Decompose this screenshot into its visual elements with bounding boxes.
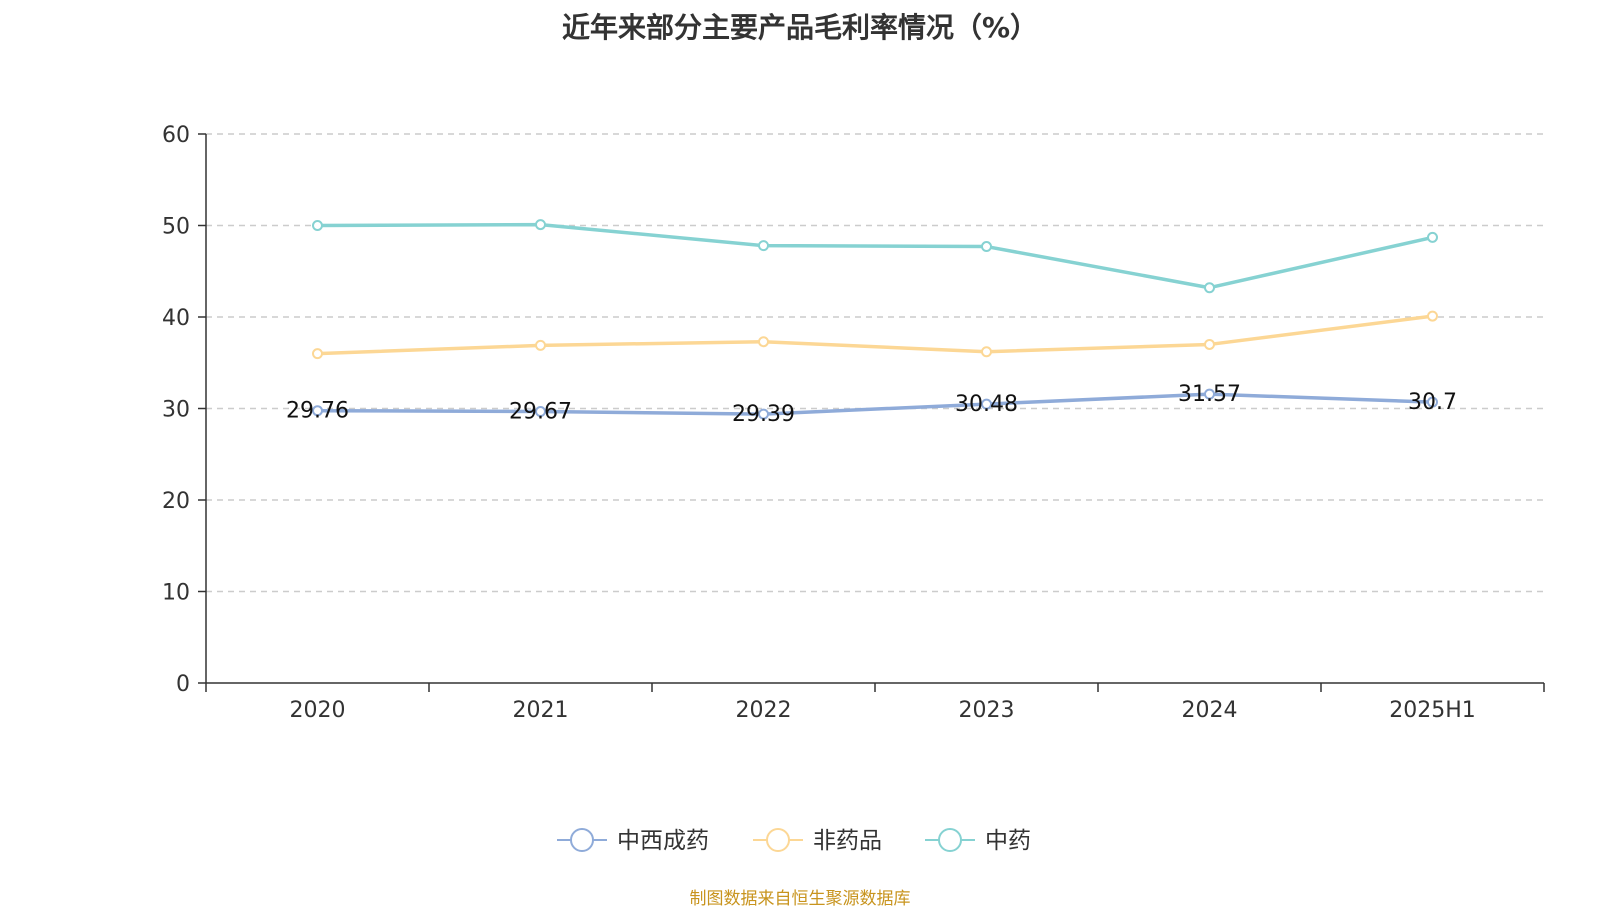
series-line (317, 314, 1433, 356)
y-tick-label: 10 (162, 581, 190, 606)
data-point (1427, 310, 1438, 322)
legend-marker (766, 828, 790, 852)
data-point (758, 336, 769, 348)
y-tick-label: 20 (162, 489, 190, 514)
x-tick-label: 2021 (513, 698, 569, 723)
data-label: 29.76 (286, 399, 349, 424)
data-point (981, 346, 992, 358)
data-label: 29.39 (732, 402, 795, 427)
chart-title: 近年来部分主要产品毛利率情况（%） (561, 11, 1039, 44)
y-tick-label: 0 (176, 672, 190, 697)
data-label: 30.7 (1408, 390, 1457, 415)
y-tick-label: 40 (162, 306, 190, 331)
series-line (317, 222, 1433, 290)
legend-marker (570, 828, 594, 852)
data-point (1204, 282, 1215, 294)
data-point (535, 339, 546, 351)
data-point (1427, 231, 1438, 243)
legend-label: 非药品 (813, 828, 882, 854)
data-point (1427, 396, 1438, 408)
data-source-note: 制图数据来自恒生聚源数据库 (689, 889, 911, 909)
y-tick-label: 30 (162, 398, 190, 423)
data-label: 29.67 (509, 400, 572, 425)
data-point (758, 408, 769, 420)
y-tick-label: 60 (162, 123, 190, 148)
legend-label: 中西成药 (617, 828, 709, 854)
data-point (312, 348, 323, 360)
legend-item: 中药 (925, 828, 1031, 854)
data-label: 30.48 (955, 392, 1018, 417)
data-point (981, 241, 992, 253)
x-tick-label: 2023 (959, 698, 1015, 723)
data-point (1204, 388, 1215, 400)
data-label: 31.57 (1178, 382, 1241, 407)
data-point (312, 405, 323, 417)
data-point (535, 219, 546, 231)
legend-label: 中药 (985, 828, 1031, 854)
x-tick-label: 2024 (1182, 698, 1238, 723)
y-tick-label: 50 (162, 215, 190, 240)
legend-marker (938, 828, 962, 852)
data-point (312, 220, 323, 231)
data-point (981, 398, 992, 410)
x-tick-label: 2025H1 (1389, 698, 1476, 723)
data-point (758, 240, 769, 252)
x-tick-label: 2020 (290, 698, 346, 723)
legend-item: 非药品 (753, 828, 882, 854)
legend-item: 中西成药 (557, 828, 709, 854)
x-tick-label: 2022 (736, 698, 792, 723)
data-point (1204, 338, 1215, 350)
series-line (317, 392, 1433, 416)
data-point (535, 406, 546, 418)
